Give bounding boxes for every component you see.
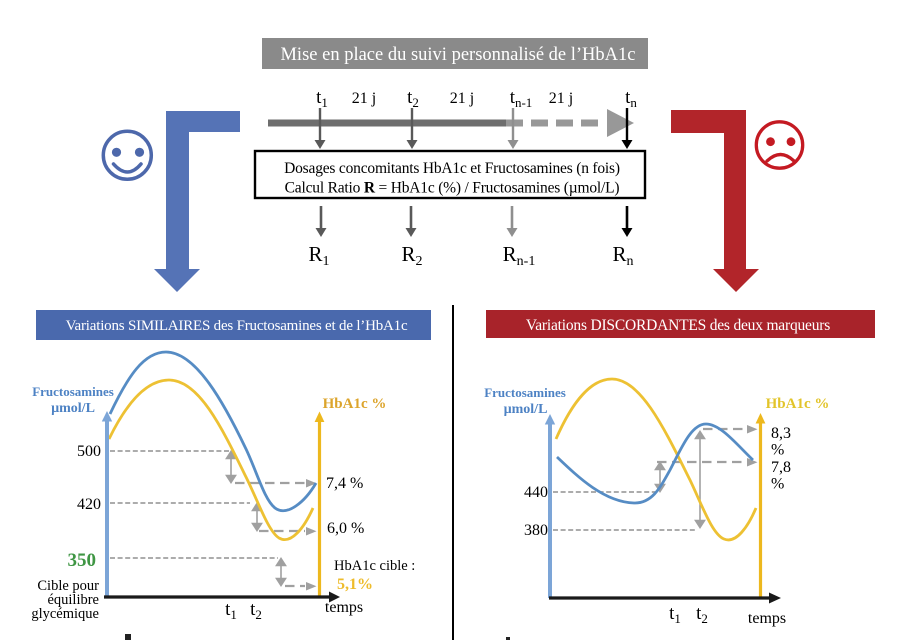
- svg-text:21 j: 21 j: [352, 90, 376, 107]
- svg-text:tn-1: tn-1: [510, 87, 533, 110]
- svg-text:t1: t1: [669, 603, 681, 626]
- svg-text:7,4 %: 7,4 %: [326, 475, 363, 492]
- svg-text:µmol/L: µmol/L: [504, 402, 548, 417]
- svg-text:temps: temps: [325, 599, 363, 616]
- svg-text:Variations DISCORDANTES des de: Variations DISCORDANTES des deux marqueu…: [526, 317, 830, 334]
- svg-text:5,1%: 5,1%: [337, 576, 373, 593]
- svg-text:Cible pour: Cible pour: [37, 578, 99, 594]
- svg-text:8,3: 8,3: [771, 425, 791, 442]
- svg-text:R1: R1: [308, 242, 329, 269]
- svg-text:350: 350: [68, 550, 97, 571]
- svg-text:6,0 %: 6,0 %: [327, 520, 364, 537]
- svg-text:t2: t2: [250, 599, 262, 622]
- svg-text:HbA1c cible :: HbA1c cible :: [334, 558, 415, 574]
- svg-text:%: %: [771, 476, 784, 493]
- svg-text:Variations SIMILAIRES des Fruc: Variations SIMILAIRES des Fructosamines …: [66, 318, 408, 334]
- svg-text:21 j: 21 j: [450, 90, 474, 107]
- svg-text:t1: t1: [225, 599, 237, 622]
- svg-text:glycémique: glycémique: [31, 606, 99, 622]
- svg-text:21 j: 21 j: [549, 90, 573, 107]
- svg-text:Calcul Ratio R = HbA1c (%) / F: Calcul Ratio R = HbA1c (%) / Fructosamin…: [285, 180, 620, 197]
- svg-text:Rn-1: Rn-1: [503, 242, 536, 269]
- svg-text:%: %: [771, 442, 784, 459]
- svg-text:t2: t2: [696, 603, 708, 626]
- svg-text:Mise en place du suivi personn: Mise en place du suivi personnalisé de l…: [280, 45, 635, 65]
- svg-text:Dosages concomitants HbA1c et: Dosages concomitants HbA1c et Fructosami…: [284, 160, 620, 177]
- svg-text:t1: t1: [316, 87, 328, 110]
- svg-text:380: 380: [524, 522, 548, 539]
- svg-text:µmol/L: µmol/L: [51, 401, 95, 416]
- svg-text:440: 440: [524, 484, 548, 501]
- svg-text:t2: t2: [407, 87, 419, 110]
- svg-text:tn: tn: [625, 87, 637, 110]
- svg-text:500: 500: [77, 443, 101, 460]
- svg-text:HbA1c %: HbA1c %: [766, 396, 830, 412]
- svg-text:R2: R2: [401, 242, 422, 269]
- svg-text:Rn: Rn: [612, 242, 633, 269]
- svg-text:7,8: 7,8: [771, 459, 791, 476]
- svg-text:Fructosamines: Fructosamines: [484, 385, 566, 400]
- svg-text:équilibre: équilibre: [47, 592, 99, 608]
- svg-text:temps: temps: [748, 610, 786, 627]
- svg-text:Fructosamines: Fructosamines: [32, 384, 114, 399]
- svg-text:420: 420: [77, 496, 101, 513]
- svg-text:HbA1c %: HbA1c %: [323, 396, 387, 412]
